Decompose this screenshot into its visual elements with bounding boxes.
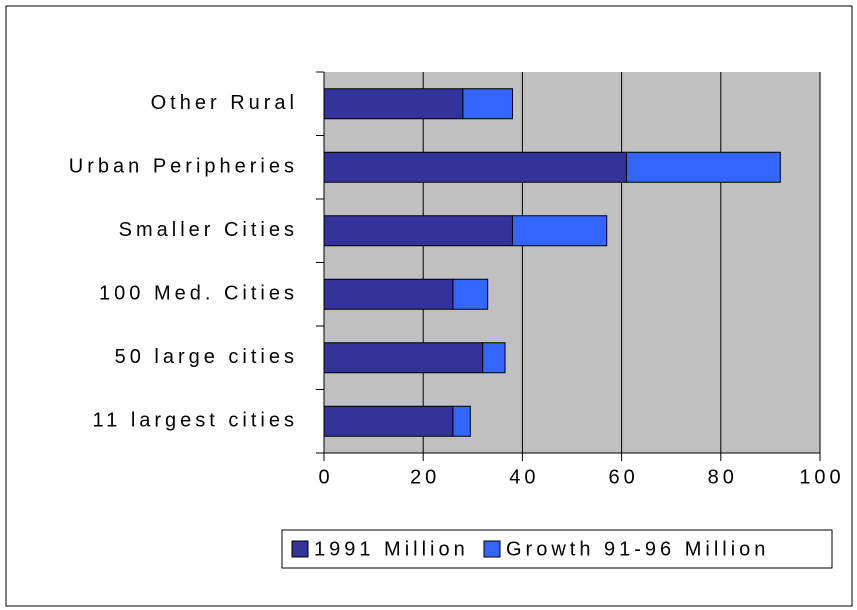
bar [323, 151, 628, 183]
x-tick-label: 80 [708, 466, 738, 488]
bar [323, 342, 484, 374]
y-tick-label: 50 large cities [115, 346, 298, 368]
y-tick-label: Smaller Cities [119, 219, 298, 241]
plot-area [324, 72, 820, 453]
bar [511, 215, 608, 247]
bar [452, 278, 489, 310]
legend-swatch [483, 540, 501, 558]
x-tick-label: 20 [410, 466, 440, 488]
y-tick-label: Urban Peripheries [69, 156, 298, 178]
x-tick-label: 40 [509, 466, 539, 488]
x-tick-label: 100 [799, 466, 844, 488]
legend-label: Growth 91-96 Million [506, 538, 769, 560]
bar [462, 88, 513, 120]
y-tick-label: 100 Med. Cities [99, 283, 298, 305]
bar [323, 215, 513, 247]
bar [626, 151, 781, 183]
legend-swatch [291, 540, 309, 558]
y-tick-label: Other Rural [151, 92, 298, 114]
x-tick-label: 0 [318, 466, 333, 488]
bar [323, 278, 454, 310]
bar [323, 88, 464, 120]
bar [482, 342, 506, 374]
x-tick-label: 60 [608, 466, 638, 488]
legend [281, 529, 833, 569]
y-tick-label: 11 largest cities [93, 410, 298, 432]
bar [323, 405, 454, 437]
bar [452, 405, 471, 437]
legend-label: 1991 Million [314, 538, 469, 560]
